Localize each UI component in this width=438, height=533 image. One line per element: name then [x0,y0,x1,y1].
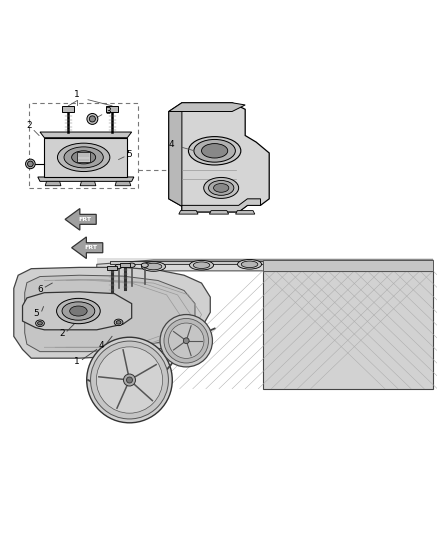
Polygon shape [97,258,433,271]
Ellipse shape [124,374,135,386]
Ellipse shape [193,262,210,269]
Polygon shape [22,292,132,330]
Ellipse shape [241,261,258,268]
Ellipse shape [96,347,162,413]
Text: 5: 5 [34,309,39,318]
Polygon shape [38,177,134,181]
Ellipse shape [38,321,42,325]
Ellipse shape [127,377,132,383]
Ellipse shape [190,261,214,270]
Ellipse shape [214,183,229,192]
Polygon shape [236,211,255,214]
Polygon shape [72,237,103,259]
Polygon shape [77,152,90,161]
Ellipse shape [128,263,135,268]
Text: 1: 1 [74,357,80,366]
Polygon shape [25,275,195,352]
Text: 1: 1 [74,91,80,100]
Text: 4: 4 [168,140,174,149]
Ellipse shape [237,260,261,269]
Ellipse shape [169,323,204,358]
Ellipse shape [87,114,98,124]
Ellipse shape [194,140,235,162]
Ellipse shape [35,320,44,327]
Polygon shape [107,265,117,270]
Ellipse shape [64,147,103,168]
Polygon shape [182,199,261,212]
Text: FRT: FRT [85,245,98,250]
Text: 6: 6 [37,285,43,294]
Text: 2: 2 [26,121,32,130]
Ellipse shape [28,161,33,167]
Ellipse shape [62,302,95,320]
Bar [263,271,433,389]
Ellipse shape [208,181,234,195]
Polygon shape [80,181,96,185]
Ellipse shape [116,321,121,324]
Ellipse shape [72,151,95,164]
Ellipse shape [57,143,110,172]
Polygon shape [62,106,74,111]
Polygon shape [65,208,96,230]
Text: 2: 2 [59,329,65,338]
Ellipse shape [114,319,123,326]
Polygon shape [179,211,198,214]
Ellipse shape [91,341,169,419]
Text: 5: 5 [127,150,132,159]
Polygon shape [14,268,210,358]
Polygon shape [120,263,131,268]
Ellipse shape [204,177,239,198]
Polygon shape [44,138,127,177]
Ellipse shape [160,314,212,367]
Ellipse shape [70,306,87,316]
Polygon shape [169,111,182,206]
Ellipse shape [89,116,95,122]
Ellipse shape [57,298,100,324]
Polygon shape [106,106,118,111]
Polygon shape [263,271,433,389]
Text: FRT: FRT [78,217,91,222]
Ellipse shape [188,136,241,165]
Ellipse shape [141,263,148,268]
Polygon shape [263,260,433,271]
Ellipse shape [201,143,228,158]
Ellipse shape [184,338,189,344]
Polygon shape [45,181,61,185]
Polygon shape [209,211,229,214]
Ellipse shape [145,263,162,270]
Polygon shape [40,132,132,138]
Ellipse shape [141,262,166,271]
Text: 4: 4 [98,342,104,351]
Polygon shape [169,103,245,111]
Ellipse shape [164,318,208,363]
Text: 3: 3 [105,107,110,116]
Polygon shape [97,260,433,271]
Polygon shape [110,261,428,264]
Ellipse shape [115,264,122,269]
Polygon shape [115,181,131,185]
Polygon shape [169,103,269,212]
Ellipse shape [25,159,35,169]
Ellipse shape [87,337,172,423]
